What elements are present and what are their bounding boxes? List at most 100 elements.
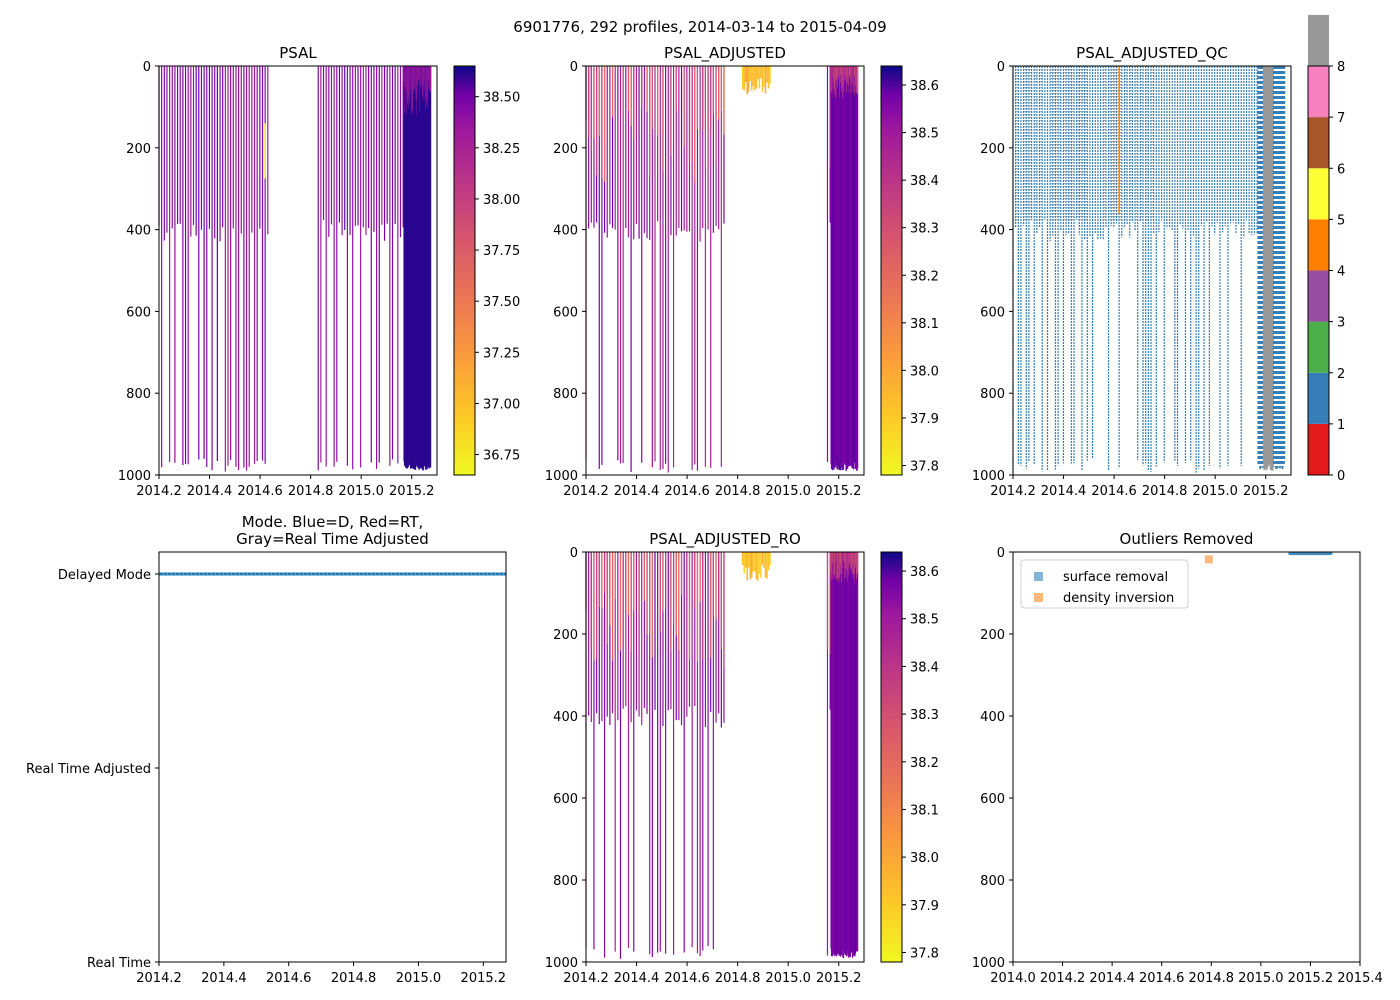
x-tick-label: 2014.8 [715, 971, 761, 986]
colorbar-tick-label: 8 [1337, 60, 1345, 75]
panel-psal-adjusted: PSAL_ADJUSTED 2014.2 2014.4 2014.6 2014.8 201… [545, 44, 939, 499]
y-tick-label: 1000 [545, 956, 578, 971]
colorbar-tick-label: 38.00 [483, 193, 520, 208]
y-tick-label: 1000 [545, 469, 578, 484]
colorbar-tick-label: 4 [1337, 265, 1345, 280]
colorbar-tick-label: 38.4 [910, 174, 939, 189]
y-tick-label: 1000 [972, 956, 1005, 971]
colorbar-tick-label: 38.4 [910, 660, 939, 675]
y-tick-label: 800 [980, 387, 1005, 402]
x-tick-label: 2015.2 [1288, 971, 1334, 986]
y-tick-label: 0 [997, 546, 1005, 561]
colorbar-frame [880, 65, 903, 476]
x-tick-label: 2015.2 [816, 484, 862, 499]
colorbar-swatch [1308, 219, 1329, 271]
colorbar-tick-label: 38.5 [910, 127, 939, 142]
y-tick-label: 400 [553, 710, 578, 725]
x-tick-label: 2014.8 [1142, 484, 1188, 499]
colorbar-tick-label: 1 [1337, 418, 1345, 433]
surface-removal-markers [1288, 552, 1333, 556]
heatmap-profiles [585, 66, 859, 473]
axes-frame [158, 65, 438, 476]
colorbar-swatch [1308, 14, 1329, 66]
x-tick-label: 2015.0 [338, 484, 384, 499]
y-tick-label: 800 [980, 874, 1005, 889]
colorbar-tick-label: 38.6 [910, 79, 939, 94]
colorbar-tick-label: 0 [1337, 469, 1345, 484]
colorbar-tick-label: 38.2 [910, 756, 939, 771]
panel-title-line1: Mode. Blue=D, Red=RT, [242, 513, 424, 531]
y-tick-label: 600 [980, 792, 1005, 807]
colorbar-tick-label: 5 [1337, 213, 1345, 228]
colorbar-swatch [1308, 321, 1329, 373]
x-tick-label: 2014.4 [614, 484, 660, 499]
x-tick-label: 2014.6 [237, 484, 283, 499]
axes-frame [1012, 65, 1292, 476]
y-tick-label: 400 [553, 224, 578, 239]
colorbar-tick-label: 37.9 [910, 412, 939, 427]
colorbar-frame [453, 65, 476, 476]
x-tick-label: 2014.8 [715, 484, 761, 499]
y-tick-label: 800 [553, 387, 578, 402]
colorbar-swatch [1308, 423, 1329, 475]
y-tick-label: 600 [980, 305, 1005, 320]
colorbar-tick-label: 38.3 [910, 222, 939, 237]
y-tick-label: 800 [126, 387, 151, 402]
colorbar-tick-label: 38.5 [910, 613, 939, 628]
heatmap-profiles [585, 552, 859, 959]
x-tick-label: 2015.0 [1192, 484, 1238, 499]
y-tick-label: 600 [553, 792, 578, 807]
colorbar-tick-label: 38.50 [483, 91, 520, 106]
x-tick-label: 2015.2 [389, 484, 435, 499]
x-tick-label: 2015.0 [765, 971, 811, 986]
figure-suptitle: 6901776, 292 profiles, 2014-03-14 to 201… [513, 18, 886, 36]
colorbar-tick-label: 37.8 [910, 946, 939, 961]
legend-label: density inversion [1063, 591, 1174, 606]
legend-marker [1034, 593, 1043, 602]
x-tick-label: 2015.4 [1337, 971, 1383, 986]
density-inversion-marker [1204, 555, 1213, 564]
x-tick-label: 2014.4 [201, 971, 247, 986]
y-tick-label: 1000 [118, 469, 151, 484]
y-tick-label: 200 [980, 628, 1005, 643]
colorbar-tick-label: 38.25 [483, 142, 520, 157]
y-tick-label: 200 [553, 628, 578, 643]
x-tick-label: 2014.6 [664, 484, 710, 499]
colorbar-tick-label: 37.25 [483, 346, 520, 361]
x-tick-label: 2014.4 [1089, 971, 1135, 986]
colorbar-tick-label: 38.3 [910, 708, 939, 723]
panel-title: PSAL_ADJUSTED [664, 44, 786, 63]
colorbar-tick-label: 7 [1337, 111, 1345, 126]
colorbar-tick-label: 37.00 [483, 397, 520, 412]
x-tick-label: 2014.8 [331, 971, 377, 986]
x-tick-label: 2014.2 [136, 484, 182, 499]
panel-psal: PSAL 2014.2 2014.4 2014.6 2014.8 2015.0 2015.2… [118, 44, 520, 499]
x-tick-label: 2014.6 [266, 971, 312, 986]
x-tick-label: 2014.8 [1189, 971, 1235, 986]
colorbar-tick-label: 37.9 [910, 899, 939, 914]
axes-frame [158, 551, 507, 963]
colorbar-tick-label: 38.6 [910, 565, 939, 580]
x-tick-label: 2015.2 [1243, 484, 1289, 499]
x-tick-label: 2014.2 [1040, 971, 1086, 986]
colorbar-tick-label: 37.50 [483, 295, 520, 310]
legend-box [1020, 559, 1189, 609]
panel-title: PSAL_ADJUSTED_RO [649, 530, 801, 549]
colorbar-gradient [881, 552, 902, 962]
axes-frame [585, 65, 865, 476]
x-tick-label: 2014.4 [614, 971, 660, 986]
qc-profiles [1012, 66, 1286, 473]
colorbar-tick-label: 38.2 [910, 269, 939, 284]
y-tick-label: 0 [997, 60, 1005, 75]
y-tick-label: 0 [143, 60, 151, 75]
colorbar-gradient [881, 66, 902, 475]
colorbar-tick-label: 38.1 [910, 803, 939, 818]
y-category-label: Delayed Mode [58, 568, 151, 583]
y-tick-label: 600 [126, 305, 151, 320]
colorbar-swatch [1308, 66, 1329, 118]
y-tick-label: 0 [570, 546, 578, 561]
x-tick-label: 2014.4 [187, 484, 233, 499]
colorbar-swatch [1308, 117, 1329, 169]
x-tick-label: 2015.2 [816, 971, 862, 986]
x-tick-label: 2015.0 [396, 971, 442, 986]
